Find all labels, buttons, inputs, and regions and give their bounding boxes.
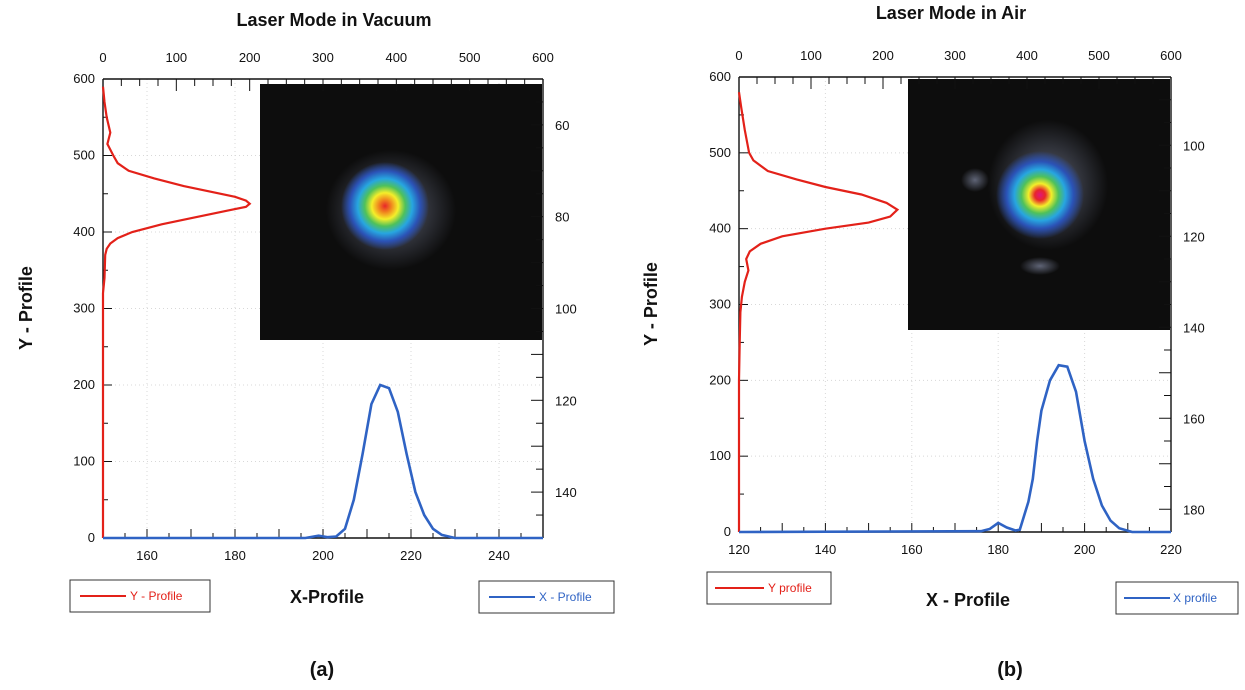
legend-y-profile: Y profile	[706, 571, 832, 605]
y-tick-label: 0	[88, 530, 95, 545]
legend-x-profile: X profile	[1115, 581, 1239, 615]
chart-title: Laser Mode in Air	[876, 3, 1026, 23]
x-axis-label: X - Profile	[926, 590, 1010, 610]
x-tick-label: 160	[901, 542, 923, 557]
x-axis-label: X-Profile	[290, 587, 364, 607]
y-tick-label: 500	[709, 145, 731, 160]
x-tick-label: 120	[728, 542, 750, 557]
legend-label: X - Profile	[539, 590, 592, 604]
top-tick-label: 400	[1016, 48, 1038, 63]
top-tick-label: 500	[1088, 48, 1110, 63]
top-tick-label: 100	[800, 48, 822, 63]
top-tick-label: 100	[165, 50, 187, 65]
y-tick-label: 200	[73, 377, 95, 392]
right-tick-label: 160	[1183, 411, 1205, 426]
y-tick-label: 500	[73, 148, 95, 163]
beam-inset	[260, 84, 542, 340]
x-profile-line	[103, 383, 543, 540]
x-tick-label: 180	[987, 542, 1009, 557]
x-tick-label: 200	[1074, 542, 1096, 557]
right-tick-label: 180	[1183, 502, 1205, 517]
right-tick-label: 100	[1183, 138, 1205, 153]
top-tick-label: 300	[944, 48, 966, 63]
y-tick-label: 300	[73, 301, 95, 316]
y-tick-label: 600	[709, 69, 731, 84]
legend-label: X profile	[1173, 591, 1217, 605]
y-axis-label: Y - Profile	[641, 262, 661, 346]
y-tick-label: 0	[724, 524, 731, 539]
x-tick-label: 240	[488, 548, 510, 563]
right-tick-label: 120	[1183, 229, 1205, 244]
x-tick-label: 200	[312, 548, 334, 563]
right-tick-label: 80	[555, 210, 569, 225]
x-tick-label: 220	[1160, 542, 1182, 557]
y-tick-label: 300	[709, 297, 731, 312]
legend-label: Y profile	[768, 581, 812, 595]
top-tick-label: 600	[1160, 48, 1182, 63]
y-tick-label: 400	[73, 224, 95, 239]
y-tick-label: 600	[73, 71, 95, 86]
y-tick-label: 100	[73, 454, 95, 469]
legend-x-profile: X - Profile	[478, 580, 615, 614]
axes: 120 140 160 180 200 220 0 100 200 300 400 500 600 0 10…	[709, 48, 1204, 557]
y-tick-label: 400	[709, 221, 731, 236]
x-tick-label: 160	[136, 548, 158, 563]
top-tick-label: 200	[239, 50, 261, 65]
top-tick-label: 600	[532, 50, 554, 65]
top-tick-label: 0	[735, 48, 742, 63]
x-tick-label: 220	[400, 548, 422, 563]
right-tick-label: 60	[555, 118, 569, 133]
y-profile-line	[737, 92, 900, 532]
legend-y-profile: Y - Profile	[69, 579, 211, 613]
beam-lower-lobe	[1020, 257, 1060, 275]
y-tick-label: 100	[709, 448, 731, 463]
beam-spot	[341, 162, 429, 250]
right-tick-label: 100	[555, 302, 577, 317]
beam-inset	[908, 79, 1170, 330]
top-tick-label: 300	[312, 50, 334, 65]
panel-label: (a)	[310, 659, 334, 681]
top-tick-label: 500	[459, 50, 481, 65]
top-tick-label: 200	[872, 48, 894, 63]
right-tick-label: 120	[555, 393, 577, 408]
panel-label: (b)	[997, 659, 1023, 681]
top-tick-label: 400	[385, 50, 407, 65]
x-tick-label: 140	[815, 542, 837, 557]
chart-panel-a: Laser Mode in Vacuum 160 180 200 220 240 0 100…	[16, 10, 615, 681]
top-tick-label: 0	[99, 50, 106, 65]
y-axis-label: Y - Profile	[16, 266, 36, 350]
y-tick-label: 200	[709, 372, 731, 387]
beam-side-lobe	[961, 168, 989, 192]
legend-label: Y - Profile	[130, 589, 183, 603]
right-tick-label: 140	[1183, 320, 1205, 335]
chart-title: Laser Mode in Vacuum	[236, 10, 431, 30]
beam-spot	[996, 151, 1084, 239]
right-tick-label: 140	[555, 485, 577, 500]
chart-panel-b: Laser Mode in Air 120 140 160 180 200 220 0 100…	[641, 3, 1239, 681]
x-tick-label: 180	[224, 548, 246, 563]
y-profile-line	[101, 86, 252, 538]
x-profile-line	[738, 363, 1171, 534]
